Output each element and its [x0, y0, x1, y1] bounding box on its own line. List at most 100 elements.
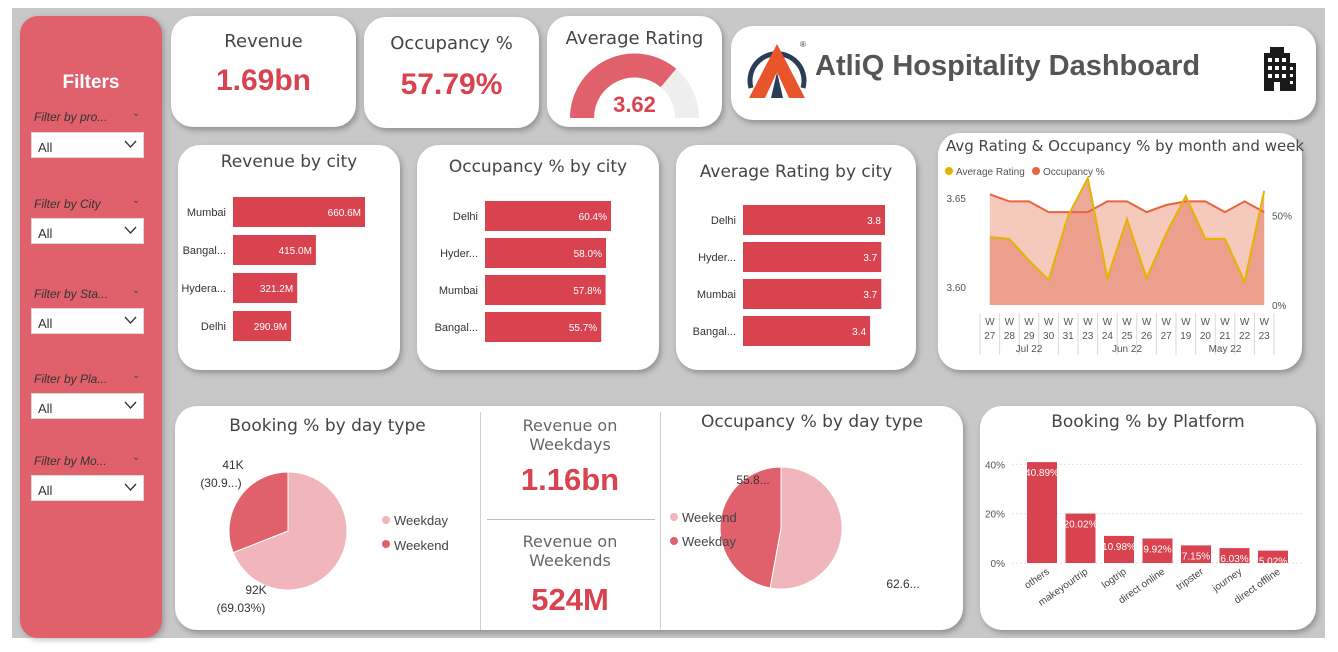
revenue-kpi-card: Revenue 1.69bn	[171, 16, 356, 127]
rating-by-city-card: Average Rating by city Delhi 3.8 Hyder... 3…	[676, 145, 916, 370]
legend-weekend-label: Weekend	[394, 538, 449, 553]
booking-day-type-title: Booking % by day type	[229, 416, 426, 436]
filter-sidebar: Filters Filter by pro... ⌄ All Filter by…	[20, 16, 162, 638]
filter-property-dropdown[interactable]: All	[31, 132, 144, 158]
y-right-tick: 0%	[1272, 301, 1287, 312]
occupancy-day-type-chart: 55.8... 62.6... Weekend Weekday	[670, 466, 920, 591]
filter-status-label: Filter by Sta...	[34, 287, 109, 301]
month-label: May 22	[1209, 344, 1242, 355]
week-prefix-label: W	[1161, 317, 1171, 328]
bar-value-label: 3.4	[852, 327, 866, 338]
revenue-weekends-value: 524M	[531, 582, 609, 617]
bar-category-label: Delhi	[711, 215, 736, 227]
week-prefix-label: W	[1005, 317, 1015, 328]
x-category-label: journey	[1210, 566, 1244, 594]
revenue-weekdays-value: 1.16bn	[520, 462, 620, 497]
filter-month-label: Filter by Mo...	[34, 454, 107, 468]
bar	[233, 197, 365, 227]
chevron-down-icon[interactable]: ⌄	[132, 452, 141, 463]
bar-value-label: 3.7	[863, 290, 877, 301]
pie-label: 62.6...	[886, 577, 919, 591]
bar-value-label: 9.92%	[1143, 545, 1171, 556]
bar-value-label: 57.8%	[573, 286, 601, 297]
bar-value-label: 7.15%	[1182, 551, 1210, 562]
chevron-down-icon[interactable]: ⌄	[132, 195, 141, 206]
pie-label: 41K	[222, 458, 243, 472]
bar-category-label: Hyder...	[440, 248, 478, 260]
week-label: 30	[1043, 331, 1055, 342]
bar	[233, 273, 298, 303]
atliq-logo-icon: ®	[747, 40, 807, 98]
bar	[1142, 538, 1173, 563]
rating-kpi-card: Average Rating 3.62	[547, 16, 722, 127]
y-left-tick: 3.65	[947, 194, 967, 205]
filter-city-dropdown[interactable]: All	[31, 218, 144, 244]
month-label: Jul 22	[1016, 344, 1043, 355]
occupancy-line	[989, 193, 1265, 214]
occupancy-by-city-chart: Delhi 60.4% Hyder... 58.0% Mumbai 57.8% Bangal…	[435, 201, 611, 342]
filter-month-dropdown[interactable]: All	[31, 475, 144, 501]
week-prefix-label: W	[1063, 317, 1073, 328]
filter-property-value: All	[38, 140, 53, 155]
chevron-down-icon[interactable]: ⌄	[132, 285, 141, 296]
bar	[743, 242, 882, 272]
header-card	[731, 26, 1316, 120]
week-label: 21	[1219, 331, 1231, 342]
week-label: 20	[1200, 331, 1212, 342]
chevron-down-icon	[124, 316, 137, 324]
week-label: 26	[1141, 331, 1153, 342]
rating-kpi-value: 3.62	[613, 92, 656, 117]
filter-platform-dropdown[interactable]: All	[31, 393, 144, 419]
dashboard-title: AtliQ Hospitality Dashboard	[815, 50, 1201, 82]
pie-slice-weekend	[228, 471, 289, 554]
y-left-tick: 3.60	[947, 283, 967, 294]
rating-by-city-chart: Delhi 3.8 Hyder... 3.7 Mumbai 3.7 Bangal... 3.4	[693, 205, 885, 346]
bar-value-label: 321.2M	[260, 284, 293, 295]
gauge-fill	[570, 53, 677, 118]
week-prefix-label: W	[985, 317, 995, 328]
bar-value-label: 60.4%	[579, 212, 607, 223]
pie-slice-weekday	[232, 471, 348, 591]
bar	[743, 316, 871, 346]
bar-category-label: Bangal...	[435, 322, 478, 334]
pie-slice-weekend	[769, 466, 843, 590]
trend-card: Avg Rating & Occupancy % by month and we…	[938, 133, 1304, 370]
bar	[485, 201, 611, 231]
revenue-kpi-title: Revenue	[224, 31, 303, 52]
week-label: 23	[1259, 331, 1271, 342]
bar	[485, 238, 606, 268]
revenue-weekends-kpi: Revenue on Weekends 524M	[480, 520, 660, 630]
week-prefix-label: W	[1220, 317, 1230, 328]
week-label: 28	[1004, 331, 1016, 342]
bar-category-label: Bangal...	[183, 245, 226, 257]
week-prefix-label: W	[1181, 317, 1191, 328]
bar	[485, 275, 606, 305]
divider	[480, 412, 481, 630]
bar-value-label: 58.0%	[574, 249, 602, 260]
chevron-down-icon[interactable]: ⌄	[132, 108, 141, 119]
filter-status-dropdown[interactable]: All	[31, 308, 144, 334]
week-label: 27	[1161, 331, 1173, 342]
bar	[1104, 535, 1134, 563]
chevron-down-icon[interactable]: ⌄	[132, 370, 141, 381]
occupancy-kpi-title: Occupancy %	[390, 33, 513, 54]
rating-by-city-title: Average Rating by city	[699, 162, 893, 182]
pie-label: (30.9...)	[200, 476, 241, 490]
filter-platform-label: Filter by Pla...	[34, 372, 108, 386]
filter-city-value: All	[38, 226, 53, 241]
bar-value-label: 290.9M	[254, 322, 287, 333]
week-prefix-label: W	[1240, 317, 1250, 328]
filter-platform-value: All	[38, 401, 53, 416]
revenue-weekdays-title: Revenue on Weekdays	[522, 416, 618, 454]
legend-weekday-marker	[382, 516, 390, 524]
occupancy-kpi-card: Occupancy % 57.79%	[364, 17, 539, 128]
rating-kpi-title: Average Rating	[565, 28, 704, 49]
week-label: 25	[1121, 331, 1133, 342]
filter-city-label: Filter by City	[34, 197, 101, 211]
bar-value-label: 55.7%	[569, 323, 597, 334]
week-prefix-label: W	[1122, 317, 1132, 328]
rating-line	[989, 175, 1266, 285]
bar-value-label: 3.8	[867, 216, 881, 227]
y-right-tick: 50%	[1272, 212, 1292, 223]
legend-weekday-marker	[670, 537, 678, 545]
